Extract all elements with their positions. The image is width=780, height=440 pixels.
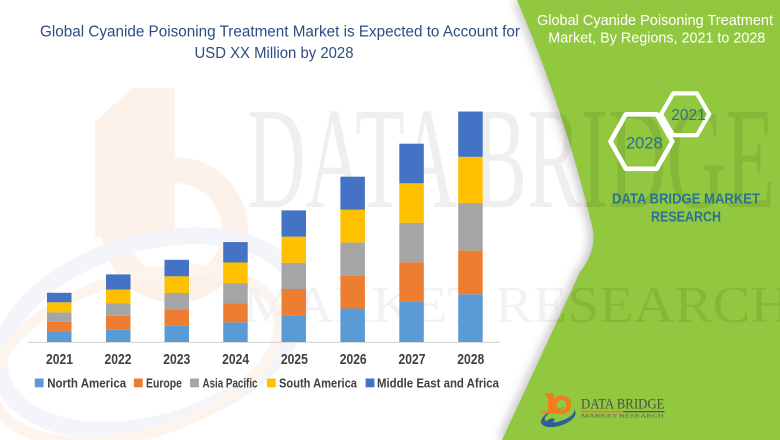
svg-text:2025: 2025 <box>281 351 308 368</box>
svg-text:2028: 2028 <box>626 135 663 153</box>
svg-text:2022: 2022 <box>105 351 132 368</box>
svg-text:North America: North America <box>47 376 127 390</box>
svg-text:South America: South America <box>279 376 358 390</box>
svg-text:Middle East and Africa: Middle East and Africa <box>377 376 500 390</box>
svg-text:Global Cyanide Poisoning Treat: Global Cyanide Poisoning Treatment <box>537 13 773 29</box>
svg-text:Europe: Europe <box>146 376 182 390</box>
svg-text:2024: 2024 <box>222 351 250 368</box>
svg-text:2021: 2021 <box>46 351 73 368</box>
svg-text:2028: 2028 <box>457 351 484 368</box>
svg-text:2021: 2021 <box>671 107 705 124</box>
svg-text:USD XX Million by 2028: USD XX Million by 2028 <box>195 45 354 62</box>
svg-text:Asia Pacific: Asia Pacific <box>203 376 258 390</box>
svg-text:2023: 2023 <box>163 351 190 368</box>
svg-text:2026: 2026 <box>340 351 367 368</box>
svg-text:DATA BRIDGE: DATA BRIDGE <box>581 397 665 413</box>
svg-text:2027: 2027 <box>399 351 426 368</box>
svg-text:RESEARCH: RESEARCH <box>651 209 721 226</box>
svg-text:DATA BRIDGE MARKET: DATA BRIDGE MARKET <box>612 191 760 208</box>
svg-text:Market, By Regions, 2021 to 20: Market, By Regions, 2021 to 2028 <box>548 30 765 46</box>
svg-text:MARKET RESEARCH: MARKET RESEARCH <box>581 414 665 419</box>
svg-text:Global Cyanide Poisoning Treat: Global Cyanide Poisoning Treatment Marke… <box>40 23 520 40</box>
